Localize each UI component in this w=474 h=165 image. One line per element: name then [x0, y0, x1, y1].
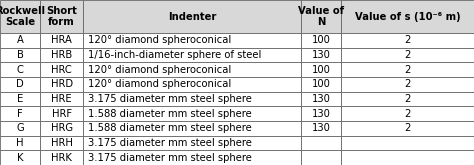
Text: HRH: HRH	[51, 138, 73, 148]
Bar	[40, 48, 83, 62]
Bar	[83, 62, 301, 77]
Text: 130: 130	[312, 50, 330, 60]
Bar	[341, 150, 474, 165]
Text: HRE: HRE	[51, 94, 72, 104]
Text: 130: 130	[312, 109, 330, 119]
Bar	[301, 106, 341, 121]
Text: 100: 100	[312, 65, 330, 75]
Text: HRF: HRF	[52, 109, 72, 119]
Bar	[83, 121, 301, 136]
Bar	[40, 77, 83, 92]
Text: 1/16-inch-diameter sphere of steel: 1/16-inch-diameter sphere of steel	[88, 50, 261, 60]
Bar	[0, 48, 40, 62]
Bar	[0, 33, 40, 48]
Bar	[341, 33, 474, 48]
Text: 130: 130	[312, 94, 330, 104]
Text: 3.175 diameter mm steel sphere: 3.175 diameter mm steel sphere	[88, 94, 252, 104]
Text: G: G	[16, 123, 24, 133]
Text: F: F	[17, 109, 23, 119]
Bar	[301, 77, 341, 92]
Bar	[0, 106, 40, 121]
Text: Rockwell
Scale: Rockwell Scale	[0, 6, 45, 27]
Bar	[0, 62, 40, 77]
Bar	[341, 0, 474, 33]
Bar	[341, 121, 474, 136]
Text: Value of
N: Value of N	[298, 6, 344, 27]
Bar	[40, 150, 83, 165]
Bar	[341, 62, 474, 77]
Bar	[341, 136, 474, 150]
Text: D: D	[16, 79, 24, 89]
Text: 2: 2	[404, 123, 411, 133]
Text: 2: 2	[404, 94, 411, 104]
Text: Short
form: Short form	[46, 6, 77, 27]
Text: 120° diamond spheroconical: 120° diamond spheroconical	[88, 65, 231, 75]
Bar	[301, 0, 341, 33]
Bar	[0, 0, 40, 33]
Text: 2: 2	[404, 79, 411, 89]
Bar	[40, 136, 83, 150]
Text: 2: 2	[404, 65, 411, 75]
Bar	[301, 150, 341, 165]
Bar	[301, 48, 341, 62]
Text: HRC: HRC	[51, 65, 72, 75]
Bar	[341, 106, 474, 121]
Text: K: K	[17, 153, 23, 163]
Bar	[301, 121, 341, 136]
Bar	[0, 92, 40, 106]
Bar	[40, 106, 83, 121]
Text: HRB: HRB	[51, 50, 72, 60]
Bar	[301, 136, 341, 150]
Text: HRK: HRK	[51, 153, 72, 163]
Bar	[83, 0, 301, 33]
Bar	[0, 121, 40, 136]
Text: 2: 2	[404, 50, 411, 60]
Text: 1.588 diameter mm steel sphere: 1.588 diameter mm steel sphere	[88, 109, 251, 119]
Bar	[0, 77, 40, 92]
Bar	[0, 136, 40, 150]
Text: C: C	[17, 65, 24, 75]
Bar	[83, 33, 301, 48]
Text: 2: 2	[404, 35, 411, 45]
Text: A: A	[17, 35, 24, 45]
Text: Value of s (10⁻⁶ m): Value of s (10⁻⁶ m)	[355, 12, 460, 21]
Bar	[40, 92, 83, 106]
Text: 1.588 diameter mm steel sphere: 1.588 diameter mm steel sphere	[88, 123, 251, 133]
Bar	[83, 77, 301, 92]
Bar	[40, 0, 83, 33]
Bar	[40, 62, 83, 77]
Text: 2: 2	[404, 109, 411, 119]
Text: E: E	[17, 94, 23, 104]
Text: HRA: HRA	[51, 35, 72, 45]
Bar	[341, 92, 474, 106]
Text: 100: 100	[312, 79, 330, 89]
Text: 120° diamond spheroconical: 120° diamond spheroconical	[88, 35, 231, 45]
Text: HRD: HRD	[51, 79, 73, 89]
Bar	[0, 150, 40, 165]
Bar	[301, 92, 341, 106]
Bar	[341, 48, 474, 62]
Text: B: B	[17, 50, 24, 60]
Bar	[83, 92, 301, 106]
Text: HRG: HRG	[51, 123, 73, 133]
Bar	[83, 150, 301, 165]
Bar	[40, 121, 83, 136]
Bar	[83, 136, 301, 150]
Bar	[83, 48, 301, 62]
Text: Indenter: Indenter	[168, 12, 216, 21]
Text: 3.175 diameter mm steel sphere: 3.175 diameter mm steel sphere	[88, 153, 252, 163]
Text: 3.175 diameter mm steel sphere: 3.175 diameter mm steel sphere	[88, 138, 252, 148]
Bar	[301, 33, 341, 48]
Text: 130: 130	[312, 123, 330, 133]
Text: 120° diamond spheroconical: 120° diamond spheroconical	[88, 79, 231, 89]
Bar	[40, 33, 83, 48]
Bar	[83, 106, 301, 121]
Text: 100: 100	[312, 35, 330, 45]
Bar	[341, 77, 474, 92]
Bar	[301, 62, 341, 77]
Text: H: H	[17, 138, 24, 148]
